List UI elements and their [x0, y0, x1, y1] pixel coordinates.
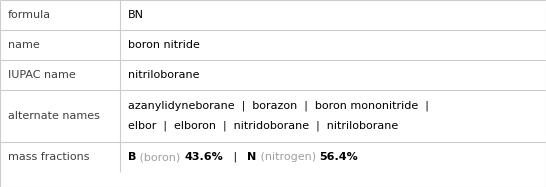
Text: B: B — [128, 152, 136, 162]
Text: BN: BN — [128, 10, 144, 20]
Text: (boron): (boron) — [136, 152, 184, 162]
Text: nitriloborane: nitriloborane — [128, 70, 199, 80]
Text: formula: formula — [8, 10, 51, 20]
Text: N: N — [247, 152, 257, 162]
Text: mass fractions: mass fractions — [8, 152, 90, 162]
Text: elbor  |  elboron  |  nitridoborane  |  nitriloborane: elbor | elboron | nitridoborane | nitril… — [128, 120, 398, 131]
Text: (nitrogen): (nitrogen) — [257, 152, 319, 162]
Text: name: name — [8, 40, 40, 50]
Text: 43.6%: 43.6% — [184, 152, 223, 162]
Text: azanylidyneborane  |  borazon  |  boron mononitride  |: azanylidyneborane | borazon | boron mono… — [128, 100, 429, 111]
Text: IUPAC name: IUPAC name — [8, 70, 76, 80]
Text: 56.4%: 56.4% — [319, 152, 358, 162]
Text: alternate names: alternate names — [8, 111, 100, 121]
Text: boron nitride: boron nitride — [128, 40, 200, 50]
Text: |: | — [223, 152, 247, 162]
